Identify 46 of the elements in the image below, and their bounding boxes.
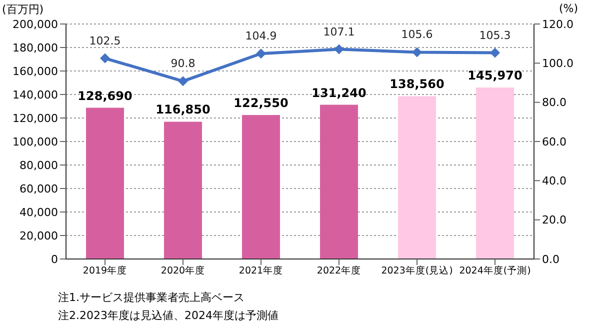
data-label: 90.8: [170, 57, 196, 70]
y-tick-label: 40,000: [20, 206, 58, 219]
y-tick-label: 200,000: [12, 18, 58, 31]
x-tick-label: 2023年度(見込): [381, 264, 453, 277]
y2-tick-label: 100.0: [542, 57, 574, 70]
y-axis-title: (百万円): [2, 2, 44, 17]
data-label: 104.9: [245, 30, 277, 43]
point: [412, 47, 422, 58]
data-label: 105.3: [479, 28, 511, 42]
data-label: 145,970: [468, 68, 522, 82]
y2-tick-label: 0.0: [542, 252, 560, 266]
data-label: 105.6: [401, 28, 433, 42]
data-label: 138,560: [390, 77, 444, 92]
text: 注2.2023年度は見込値、2024年度は予測値: [58, 308, 278, 323]
y-tick-label: 120,000: [12, 112, 58, 125]
data-label: 122,550: [234, 96, 288, 110]
point: [256, 48, 266, 59]
x-tick-label: 2024年度(予測): [459, 264, 531, 277]
data-label: 107.1: [323, 25, 355, 38]
y-tick-label: 160,000: [12, 64, 58, 78]
y2-tick-label: 40.0: [542, 174, 566, 188]
y-tick-label: 60,000: [20, 182, 58, 196]
x-tick-label: 2022年度: [316, 264, 362, 277]
x-tick-label: 2021年度: [238, 264, 284, 277]
y-tick-label: 180,000: [12, 41, 58, 54]
y2-tick-label: 20.0: [542, 214, 566, 227]
data-label: 116,850: [156, 102, 210, 117]
data-label: 128,690: [78, 88, 132, 103]
y-tick-label: 100,000: [12, 135, 58, 148]
y-tick-label: 0: [51, 252, 58, 266]
y-tick-label: 80,000: [20, 158, 58, 172]
x-tick-label: 2019年度: [82, 264, 128, 277]
y2-tick-label: 120.0: [542, 18, 574, 31]
data-label: 131,240: [312, 86, 366, 100]
x-tick-label: 2020年度: [160, 264, 206, 277]
y-tick-label: 20,000: [20, 229, 58, 242]
point: [100, 53, 110, 64]
point: [490, 48, 500, 58]
y2-tick-label: 80.0: [542, 96, 566, 110]
data-label: 102.5: [89, 34, 121, 48]
y-tick-label: 140,000: [12, 88, 58, 102]
text: 注1.サービス提供事業者売上高ベース: [58, 290, 244, 305]
point: [178, 76, 188, 86]
point: [334, 44, 344, 54]
y2-tick-label: 60.0: [542, 135, 566, 148]
y2-axis-title: (%): [558, 2, 578, 15]
